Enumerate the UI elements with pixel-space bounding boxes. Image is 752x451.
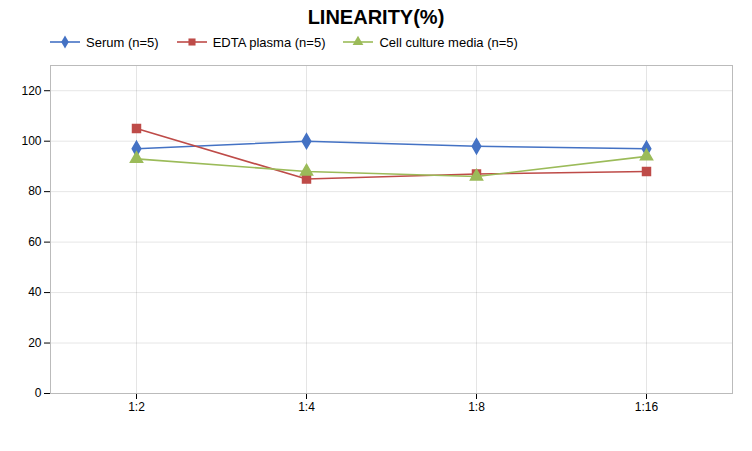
svg-text:100: 100 <box>21 134 41 148</box>
svg-text:40: 40 <box>28 285 42 299</box>
html-text:Cell culture media (n=5): Cell culture media (n=5) <box>379 34 518 50</box>
svg-text:0: 0 <box>35 386 42 400</box>
svg-text:1:16: 1:16 <box>635 400 659 414</box>
html-text:Serum (n=5): Serum (n=5) <box>86 34 159 50</box>
html-text:EDTA plasma (n=5): EDTA plasma (n=5) <box>212 34 326 50</box>
svg-text:60: 60 <box>28 235 42 249</box>
svg-text:20: 20 <box>28 336 42 350</box>
svg-text:80: 80 <box>28 184 42 198</box>
svg-text:1:2: 1:2 <box>128 400 145 414</box>
svg-text:120: 120 <box>21 84 41 98</box>
svg-text:1:4: 1:4 <box>298 400 315 414</box>
svg-text:1:8: 1:8 <box>468 400 485 414</box>
html-text:LINEARITY(%): LINEARITY(%) <box>307 6 445 28</box>
